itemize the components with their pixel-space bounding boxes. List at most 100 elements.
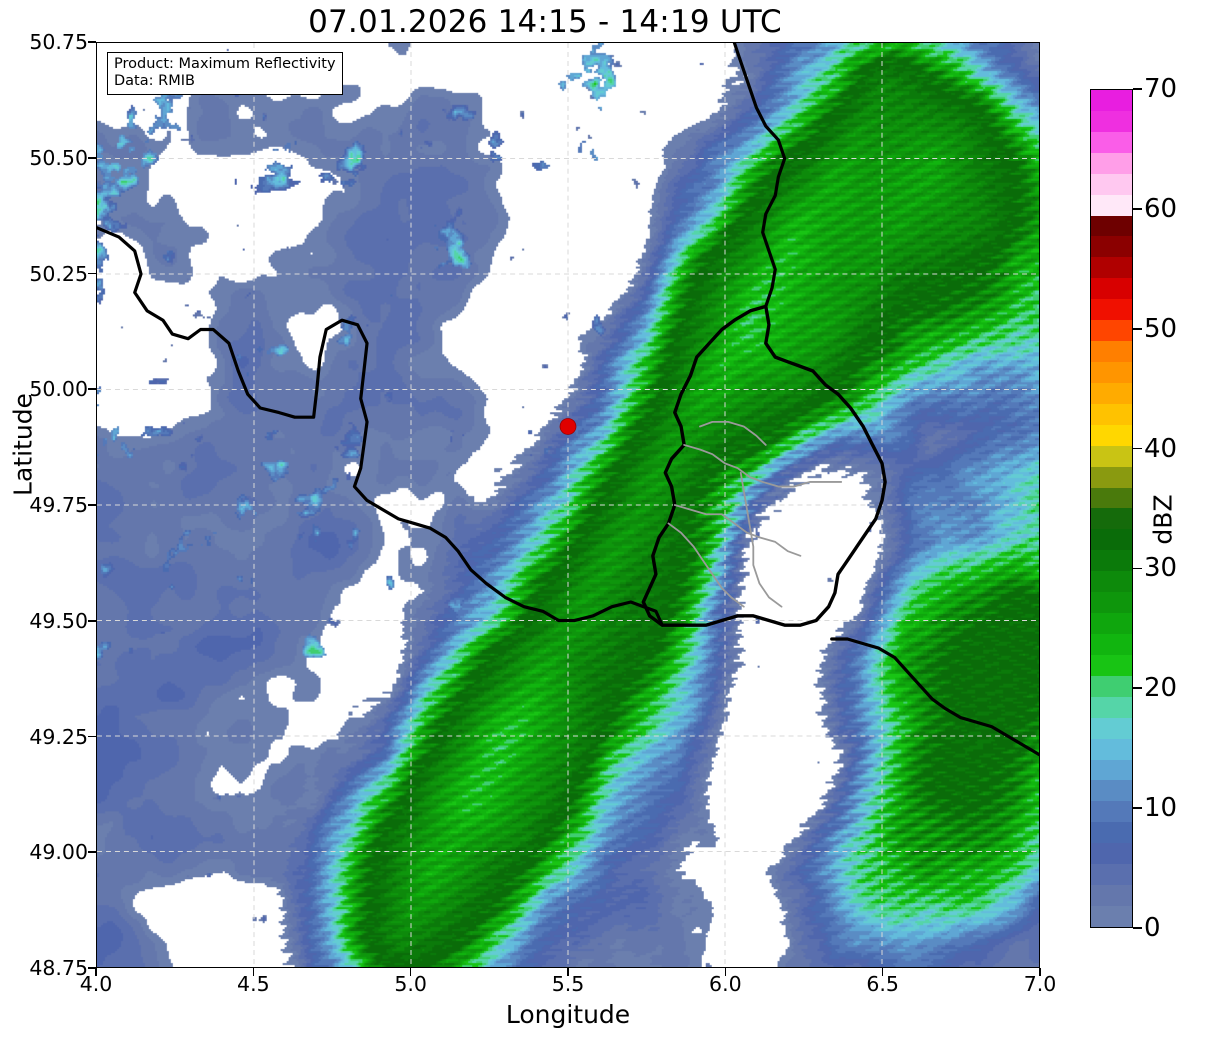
y-tick-mark	[88, 851, 96, 854]
colorbar-band	[1091, 466, 1132, 488]
colorbar-band	[1091, 508, 1132, 530]
colorbar-unit-label: dBZ	[1148, 494, 1178, 545]
colorbar-band	[1091, 864, 1132, 886]
figure-title: 07.01.2026 14:15 - 14:19 UTC	[308, 4, 782, 40]
radar-plot-area[interactable]: Product: Maximum Reflectivity Data: RMIB	[96, 42, 1040, 968]
colorbar-band	[1091, 780, 1132, 802]
colorbar-tick-mark	[1133, 327, 1142, 330]
colorbar-band	[1091, 424, 1132, 446]
y-tick-mark	[88, 967, 96, 969]
colorbar-tick-mark	[1133, 208, 1142, 210]
x-tick-label: 6.0	[709, 972, 742, 996]
colorbar-tick-mark	[1133, 927, 1142, 929]
colorbar-tick-label: 70	[1144, 74, 1178, 104]
x-tick-label: 4.0	[79, 972, 113, 996]
x-tick-label: 4.5	[237, 972, 270, 996]
y-tick-label: 49.00	[29, 840, 88, 865]
internal-border-luxembourg-mid	[673, 504, 802, 557]
colorbar-band	[1091, 173, 1132, 195]
x-tick-mark	[252, 968, 255, 976]
x-tick-mark	[95, 968, 97, 976]
x-tick-mark	[409, 968, 412, 976]
colorbar-band	[1091, 801, 1132, 823]
x-tick-mark	[567, 968, 569, 976]
colorbar-band	[1091, 445, 1132, 467]
x-tick-label: 5.5	[551, 972, 585, 996]
y-tick-mark	[88, 41, 96, 43]
colorbar-tick-mark	[1133, 447, 1142, 450]
internal-border-luxembourg-upper	[699, 420, 767, 446]
internal-border-luxembourg-southwest	[667, 522, 745, 608]
colorbar-band	[1091, 131, 1132, 153]
colorbar-tick-label: 40	[1144, 433, 1178, 464]
y-axis-label: Latitude	[8, 393, 38, 496]
border-luxembourg	[641, 304, 887, 627]
colorbar-band	[1091, 717, 1132, 739]
y-tick-label: 50.75	[29, 30, 88, 54]
radar-site-marker[interactable]	[559, 418, 577, 435]
y-tick-mark	[88, 504, 96, 506]
colorbar-band	[1091, 529, 1132, 551]
colorbar-tick-mark	[1133, 88, 1142, 90]
y-tick-mark	[88, 735, 96, 738]
colorbar-band	[1091, 885, 1132, 906]
colorbar-band	[1091, 236, 1132, 258]
y-tick-label: 50.25	[29, 261, 88, 286]
colorbar-band	[1091, 843, 1132, 865]
y-tick-label: 50.00	[29, 377, 88, 402]
colorbar[interactable]	[1090, 89, 1133, 928]
colorbar-band	[1091, 905, 1132, 927]
colorbar-tick-mark	[1133, 567, 1142, 570]
x-tick-mark	[724, 968, 727, 976]
colorbar-tick-label: 30	[1144, 553, 1178, 584]
colorbar-band	[1091, 278, 1132, 300]
x-tick-label: 5.0	[394, 972, 427, 996]
x-tick-mark	[881, 968, 884, 976]
colorbar-band	[1091, 90, 1132, 111]
y-tick-mark	[88, 156, 96, 159]
colorbar-band	[1091, 550, 1132, 572]
colorbar-band	[1091, 320, 1132, 342]
colorbar-band	[1091, 110, 1132, 132]
x-tick-mark	[1039, 968, 1041, 976]
y-tick-mark	[88, 619, 96, 622]
colorbar-tick-mark	[1133, 807, 1142, 809]
x-axis-label: Longitude	[505, 1000, 631, 1029]
colorbar-tick-label: 0	[1144, 913, 1161, 943]
colorbar-band	[1091, 613, 1132, 634]
colorbar-tick-label: 10	[1144, 793, 1178, 824]
colorbar-band	[1091, 341, 1132, 362]
border-germany-belgium-north	[732, 43, 787, 308]
x-tick-label: 6.5	[866, 972, 899, 996]
data-source-line: Data: RMIB	[114, 72, 195, 89]
colorbar-band	[1091, 403, 1132, 425]
colorbar-band	[1091, 571, 1132, 593]
colorbar-band	[1091, 361, 1132, 383]
colorbar-band	[1091, 487, 1132, 509]
y-tick-label: 49.75	[29, 493, 88, 517]
colorbar-tick-label: 20	[1144, 673, 1178, 704]
colorbar-band	[1091, 194, 1132, 216]
border-belgium-france	[97, 226, 664, 627]
y-tick-mark	[88, 388, 96, 391]
colorbar-band	[1091, 382, 1132, 404]
internal-border-luxembourg-north	[683, 444, 843, 488]
colorbar-band	[1091, 738, 1132, 760]
colorbar-band	[1091, 299, 1132, 321]
colorbar-band	[1091, 215, 1132, 237]
colorbar-band	[1091, 592, 1132, 614]
colorbar-band	[1091, 633, 1132, 655]
colorbar-tick-label: 50	[1144, 313, 1178, 344]
internal-border-luxembourg-vertical	[739, 471, 783, 608]
y-tick-label: 48.75	[29, 956, 88, 980]
colorbar-band	[1091, 759, 1132, 781]
x-tick-label: 7.0	[1023, 972, 1057, 996]
colorbar-band	[1091, 257, 1132, 279]
colorbar-band	[1091, 696, 1132, 718]
y-tick-mark	[88, 272, 96, 275]
y-tick-label: 49.25	[29, 724, 88, 749]
border-france-germany-saarland	[830, 637, 1039, 757]
colorbar-band	[1091, 654, 1132, 676]
map-overlay-layer	[97, 43, 1039, 967]
